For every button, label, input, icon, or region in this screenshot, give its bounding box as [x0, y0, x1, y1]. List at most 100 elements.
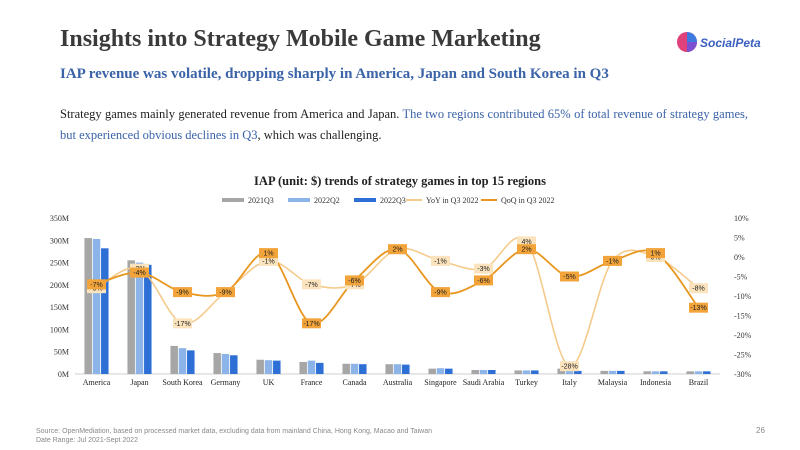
- page-number: 26: [756, 426, 765, 435]
- y-tick-label: 300M: [50, 236, 69, 245]
- data-label: -9%: [176, 290, 188, 297]
- data-label: -6%: [348, 278, 360, 285]
- bar: [436, 368, 445, 374]
- y-tick-label: 150M: [50, 303, 69, 312]
- page-subtitle: IAP revenue was volatile, dropping sharp…: [60, 66, 609, 82]
- bar: [514, 370, 522, 374]
- legend-swatch: [288, 198, 310, 202]
- y-tick-label: 0M: [58, 370, 69, 379]
- bar: [565, 370, 574, 374]
- bar: [256, 359, 264, 374]
- data-label-box: [646, 248, 665, 259]
- y2-tick-label: -25%: [734, 351, 752, 360]
- bar: [608, 370, 617, 374]
- y-tick-label: 250M: [50, 259, 69, 268]
- bar: [127, 260, 135, 374]
- legend-label: 2022Q2: [314, 196, 340, 205]
- socialpeta-logo: SocialPeta: [677, 32, 761, 52]
- category-label: Brazil: [689, 378, 709, 387]
- bar: [273, 360, 281, 374]
- bar: [600, 370, 608, 374]
- date-range-note: Date Range: Jul 2021-Sept 2022: [36, 437, 138, 444]
- category-label: France: [301, 378, 323, 387]
- bar: [651, 371, 660, 374]
- bar: [522, 370, 531, 374]
- y-tick-label: 200M: [50, 281, 69, 290]
- y2-tick-label: 0%: [734, 253, 745, 262]
- chart-data-labels: -8%-3%-17%-9%-1%-7%-7%2%-1%-3%4%-28%-1%0…: [87, 236, 708, 372]
- data-label-box: [87, 279, 106, 290]
- data-label: 1%: [650, 251, 660, 258]
- bar: [531, 370, 539, 374]
- data-label: -28%: [561, 364, 577, 371]
- data-label: -6%: [477, 278, 489, 285]
- data-label: -9%: [434, 290, 446, 297]
- bar: [557, 368, 565, 374]
- category-label: Turkey: [515, 378, 538, 387]
- data-label: -9%: [219, 290, 231, 297]
- data-label: 4%: [521, 239, 531, 246]
- source-note: Source: OpenMediation, based on processe…: [36, 428, 432, 435]
- summary-text-highlight: The two regions contributed 65% of total…: [60, 107, 748, 142]
- data-label: -8%: [692, 286, 704, 293]
- data-label-box: [259, 248, 278, 259]
- data-label: -4%: [133, 270, 145, 277]
- bar: [385, 364, 393, 374]
- footer-source: Source: OpenMediation, based on processe…: [36, 427, 432, 445]
- legend-label: 2022Q3: [380, 196, 406, 205]
- bar: [643, 371, 651, 374]
- bar: [307, 360, 316, 374]
- chart-legend: 2021Q3 2022Q2 2022Q3 YoY in Q3 2022 QoQ in Q…: [222, 196, 555, 205]
- data-label: -1%: [262, 258, 274, 265]
- data-label-box: [173, 287, 192, 298]
- bar: [694, 371, 703, 374]
- bar: [445, 368, 453, 374]
- data-label-box: [173, 318, 192, 329]
- yoy-series-line: [96, 237, 699, 367]
- bar: [230, 355, 238, 374]
- bar: [488, 369, 496, 374]
- bar: [402, 364, 410, 374]
- data-label: 2%: [521, 247, 531, 254]
- bar: [213, 353, 221, 374]
- category-label: Japan: [130, 378, 148, 387]
- data-label-box: [431, 287, 450, 298]
- summary-text-plain: Strategy games mainly generated revenue …: [60, 107, 403, 121]
- data-label-box: [517, 244, 536, 255]
- bar: [617, 370, 625, 374]
- category-label: Germany: [211, 378, 241, 387]
- bar: [342, 363, 350, 374]
- y-tick-label: 50M: [54, 348, 69, 357]
- legend-label: 2021Q3: [248, 196, 274, 205]
- summary-text-end: , which was challenging.: [257, 128, 382, 142]
- data-label-box: [216, 287, 235, 298]
- category-label: Malaysia: [598, 378, 628, 387]
- data-label-box: [474, 263, 493, 274]
- category-label: Australia: [383, 378, 413, 387]
- bar: [144, 264, 152, 374]
- legend-label: YoY in Q3 2022: [426, 196, 478, 205]
- y2-tick-label: -15%: [734, 312, 752, 321]
- bar: [393, 364, 402, 374]
- legend-label: QoQ in Q3 2022: [501, 196, 555, 205]
- bar: [92, 238, 101, 374]
- y2-tick-label: -10%: [734, 292, 752, 301]
- bar: [84, 238, 92, 374]
- data-label-box: [130, 267, 149, 278]
- y2-tick-label: 10%: [734, 214, 749, 223]
- data-label-box: [689, 283, 708, 294]
- data-label-box: [388, 244, 407, 255]
- data-label-box: [474, 275, 493, 286]
- category-label: South Korea: [162, 378, 203, 387]
- data-label: -3%: [477, 266, 489, 273]
- y2-tick-label: -20%: [734, 331, 752, 340]
- bar: [350, 363, 359, 374]
- page-title: Insights into Strategy Mobile Game Marke…: [60, 26, 541, 52]
- bar: [178, 348, 187, 374]
- data-label-box: [517, 236, 536, 247]
- category-label: Singapore: [424, 378, 457, 387]
- bar: [686, 371, 694, 374]
- legend-swatch: [222, 198, 244, 202]
- category-label: Indonesia: [640, 378, 672, 387]
- iap-trends-chart: IAP (unit: $) trends of strategy games i…: [50, 174, 752, 387]
